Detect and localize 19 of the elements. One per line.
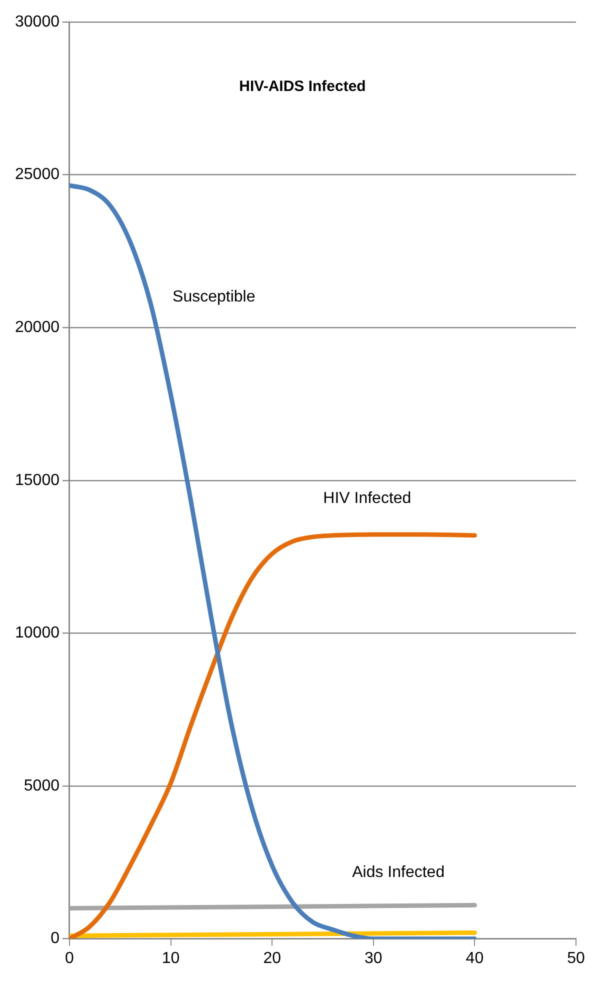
- text: HIV-AIDS Infected: [239, 78, 366, 96]
- x-tick-label: 0: [65, 950, 74, 967]
- y-tick-label: 10000: [14, 624, 60, 642]
- line-series: [69, 532, 477, 939]
- y-tick-label: 5000: [24, 777, 60, 794]
- series-label: HIV Infected: [323, 490, 412, 508]
- x-tick-label: 20: [263, 950, 282, 967]
- x-tick-label: 40: [466, 950, 484, 967]
- x-tick-label: 10: [162, 950, 180, 967]
- x-tick-label: 30: [364, 950, 382, 967]
- line-series: [69, 183, 477, 939]
- series-label: Aids Infected: [352, 864, 445, 882]
- x-tick-label: 50: [567, 950, 585, 967]
- series-label: Susceptible: [172, 288, 256, 306]
- y-tick-label: 0: [50, 930, 60, 948]
- y-tick-label: 30000: [14, 13, 60, 30]
- y-tick-label: 20000: [14, 319, 60, 336]
- y-tick-label: 25000: [14, 166, 60, 184]
- y-tick-label: 15000: [14, 472, 60, 489]
